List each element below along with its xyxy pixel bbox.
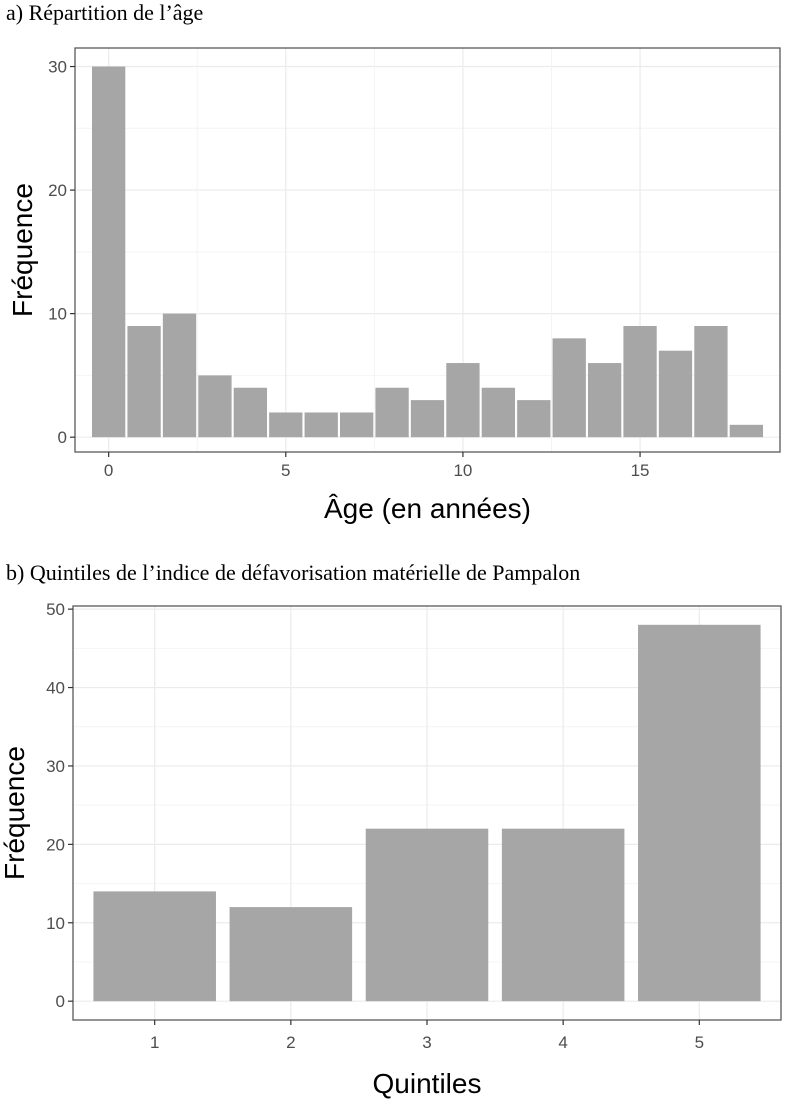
chart-1-bar [304, 412, 338, 438]
chart-1-bar [198, 375, 232, 438]
chart-1-bar [410, 400, 445, 438]
chart-1-bar [694, 325, 728, 438]
chart-1-x-tick-label: 0 [104, 461, 113, 480]
chart-2-bar [365, 828, 489, 1002]
chart-1-bar [481, 387, 516, 438]
chart-1-bar [587, 363, 622, 438]
chart-1-panel-border [74, 47, 781, 453]
chart-1-bar [269, 412, 303, 438]
chart-1-y-tick-label: 20 [48, 181, 67, 200]
chart-2-y-tick-label: 40 [46, 679, 65, 698]
age-histogram-chart: 0 10 20 30 0 5 10 15 Âge (en années) Fréquence [7, 47, 781, 524]
chart-1-bar [658, 350, 693, 438]
chart-2-x-tick-label: 3 [422, 1033, 431, 1052]
chart-1-bar [729, 424, 763, 438]
chart-2-y-tick-label: 10 [46, 914, 65, 933]
chart-2-x-axis-title: Quintiles [373, 1068, 482, 1099]
chart-1-y-tick-label: 10 [48, 305, 67, 324]
figure-caption-a: a) Répartition de l’âge [6, 0, 204, 25]
chart-2-y-tick-label: 20 [46, 835, 65, 854]
chart-2-y-tick-label: 50 [46, 600, 65, 619]
chart-1-x-tick-label: 10 [453, 461, 472, 480]
chart-2-bar [638, 624, 761, 1002]
chart-2-bar [229, 907, 353, 1002]
chart-2-x-tick-label: 1 [150, 1033, 159, 1052]
chart-1-bar [127, 325, 161, 438]
chart-1-bar [233, 387, 268, 438]
chart-1-bar [552, 338, 586, 438]
chart-2-x-tick-label: 2 [286, 1033, 295, 1052]
chart-1-x-axis-title: Âge (en années) [324, 493, 531, 524]
figure-caption-b: b) Quintiles de l’indice de défavorisati… [6, 560, 581, 585]
chart-2-x-tick-label: 4 [558, 1033, 567, 1052]
chart-1-x-tick-label: 15 [631, 461, 650, 480]
chart-1-y-axis-title: Fréquence [7, 183, 38, 317]
chart-1-bar [162, 313, 197, 438]
chart-1-x-tick-label: 5 [281, 461, 290, 480]
chart-2-x-tick-label: 5 [695, 1033, 704, 1052]
chart-1-y-tick-label: 0 [58, 428, 67, 447]
chart-2-bar [501, 828, 625, 1002]
chart-2-y-axis-title: Fréquence [0, 746, 30, 880]
chart-1-bar [92, 66, 126, 438]
chart-1-bar [446, 363, 480, 438]
chart-1-bar [623, 325, 657, 438]
chart-1-bar [375, 387, 409, 438]
chart-1-bar [339, 412, 374, 438]
chart-2-y-tick-label: 30 [46, 757, 65, 776]
chart-1-y-tick-label: 30 [48, 58, 67, 77]
chart-2-bar [93, 891, 216, 1002]
chart-1-bar [517, 400, 551, 438]
chart-2-y-tick-label: 0 [56, 992, 65, 1011]
